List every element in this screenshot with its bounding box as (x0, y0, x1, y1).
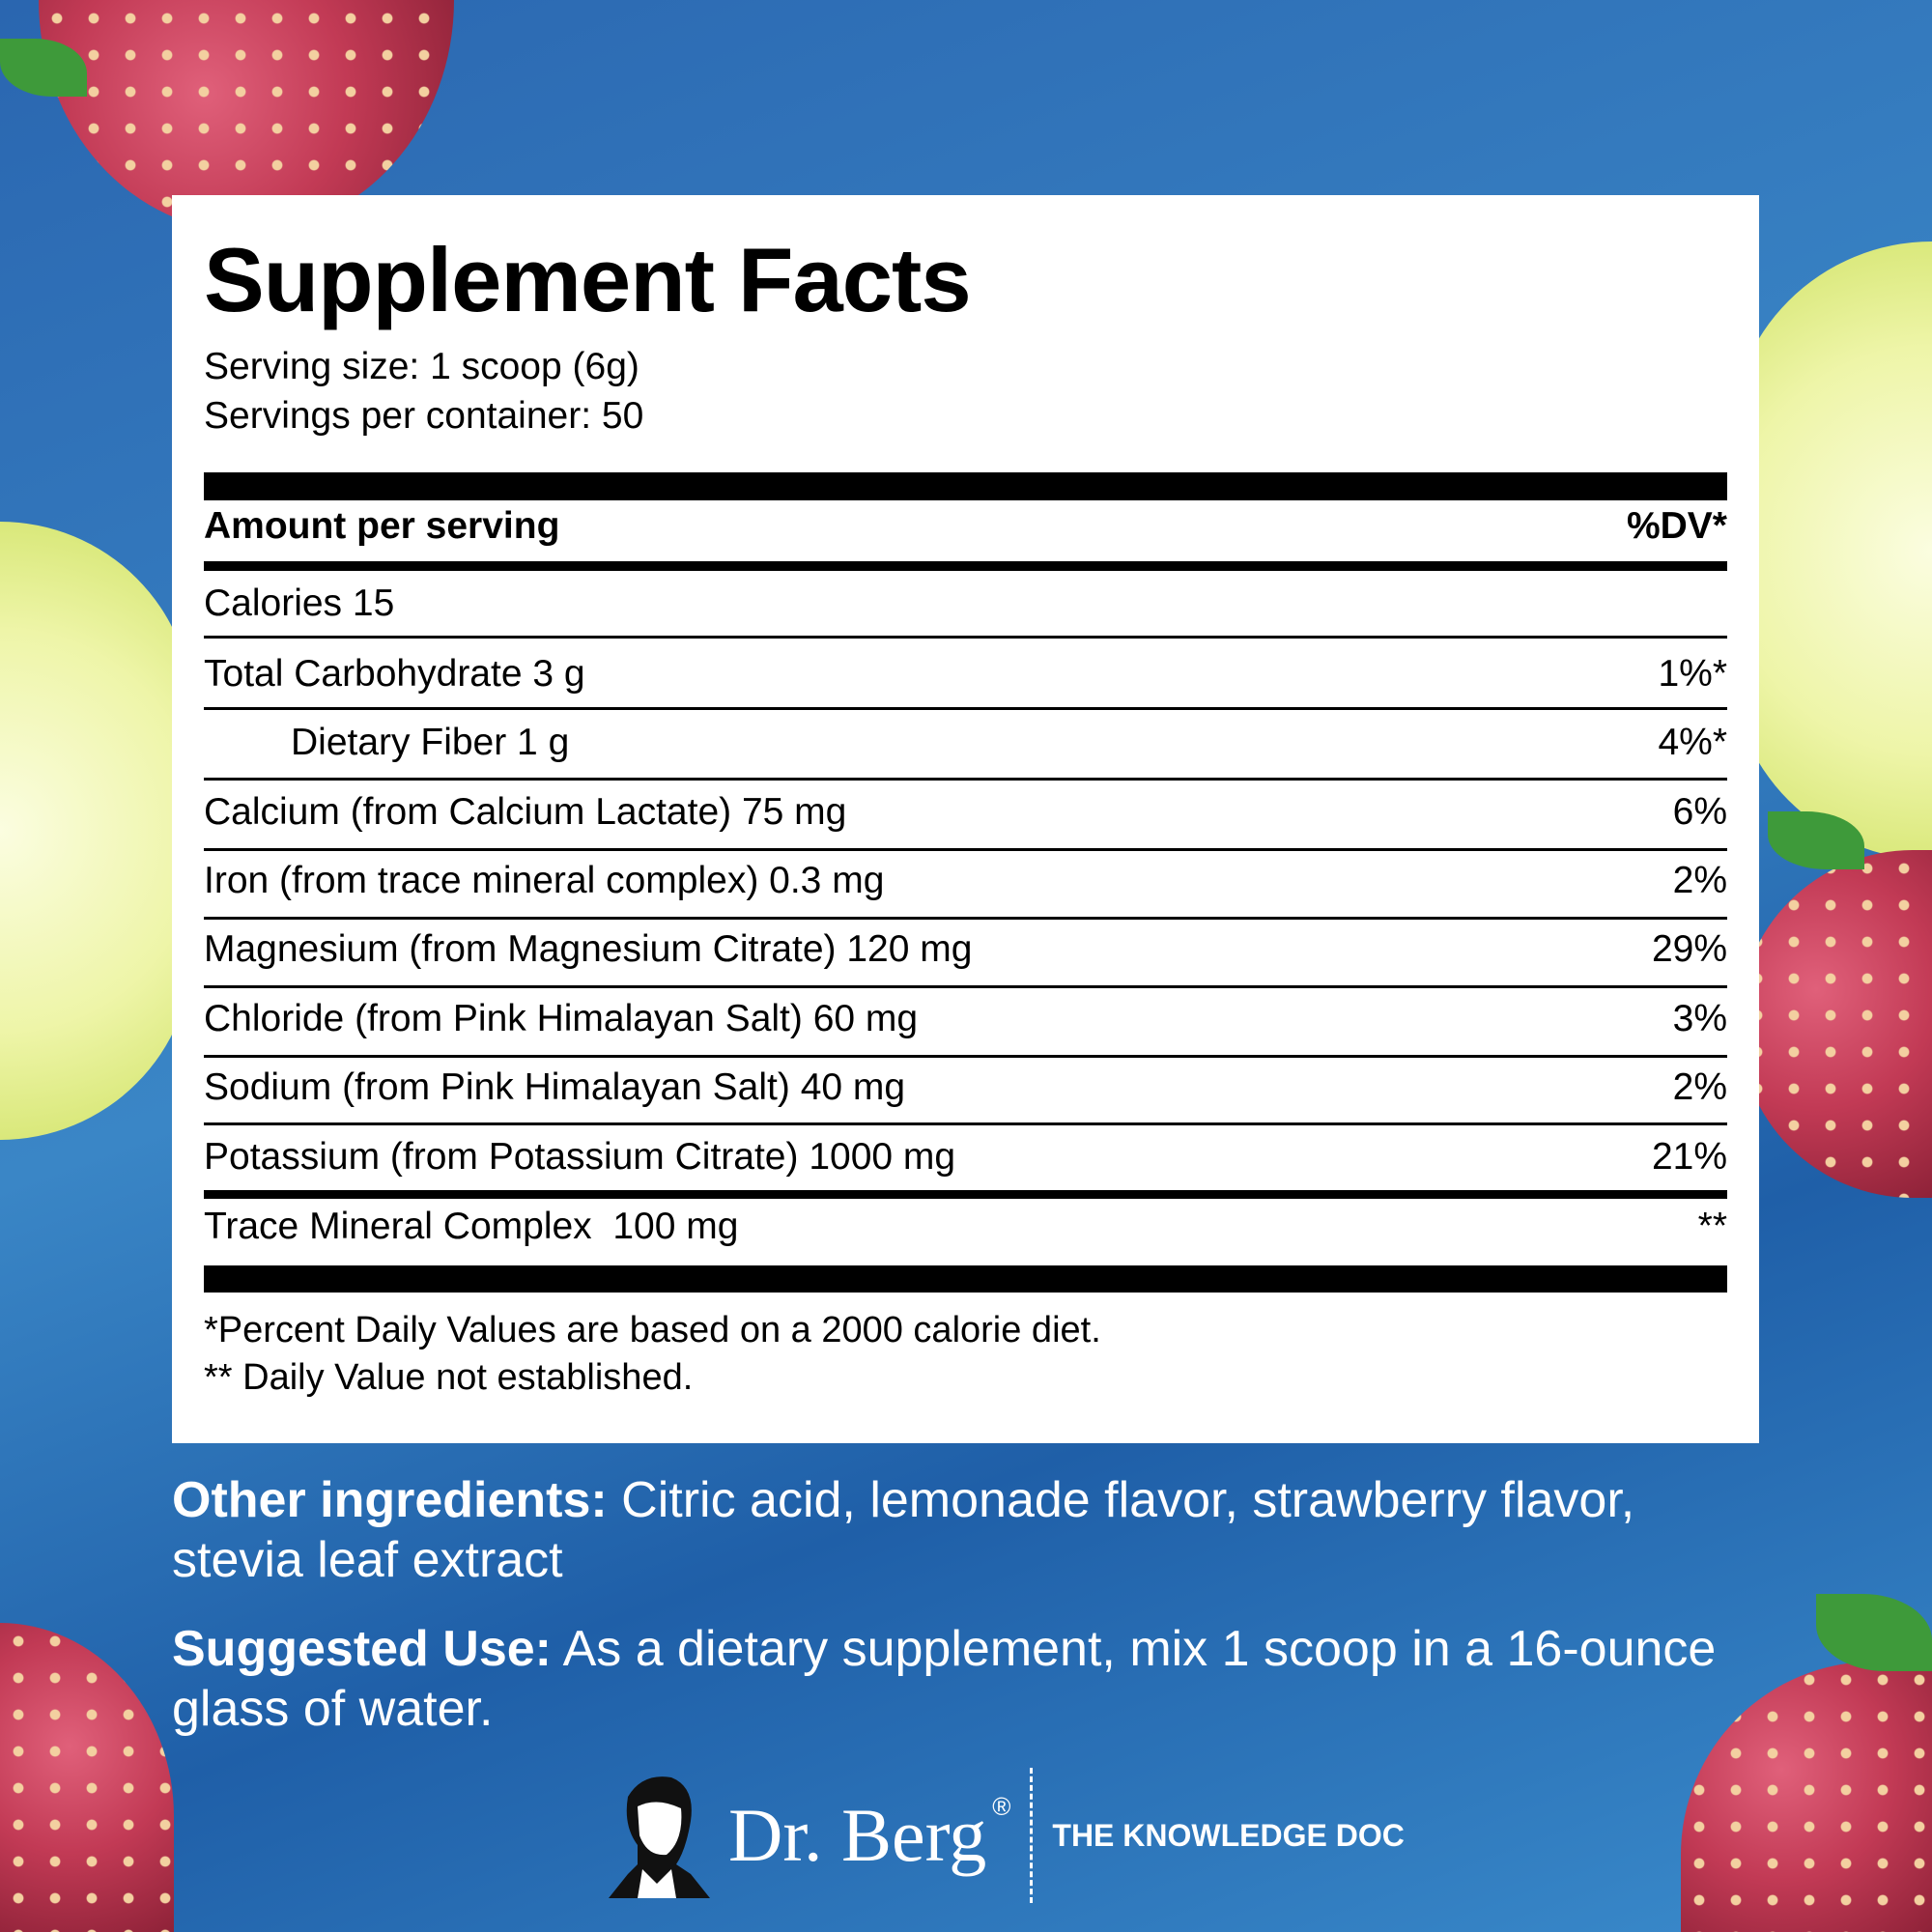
nutrient-label: Iron (from trace mineral complex) 0.3 mg (204, 860, 885, 901)
nutrient-dv: 2% (1672, 1066, 1727, 1108)
strawberry-bottom-left (0, 1623, 174, 1932)
nutrient-row: Magnesium (from Magnesium Citrate) 120 m… (204, 925, 1727, 974)
nutrient-label: Calcium (from Calcium Lactate) 75 mg (204, 791, 847, 833)
nutrient-label: Potassium (from Potassium Citrate) 1000 … (204, 1136, 956, 1178)
nutrient-row: Total Carbohydrate 3 g 1%* (204, 650, 1727, 698)
divider (204, 1190, 1727, 1199)
brand-name: Dr. Berg (728, 1793, 987, 1877)
calories-row: Calories 15 (204, 580, 1727, 628)
brand-wordmark: Dr. Berg ® (728, 1792, 1010, 1879)
page-title: Supplement Facts (204, 229, 972, 330)
divider (204, 636, 1727, 639)
nutrient-dv: 4%* (1658, 722, 1727, 763)
separator (1030, 1768, 1034, 1903)
nutrient-label: Chloride (from Pink Himalayan Salt) 60 m… (204, 998, 919, 1039)
nutrient-row: Iron (from trace mineral complex) 0.3 mg… (204, 857, 1727, 905)
nutrient-dv: 2% (1672, 860, 1727, 901)
divider (204, 561, 1727, 571)
amount-label: Amount per serving (204, 505, 560, 547)
suggested-use-text: As a dietary supplement, mix 1 scoop in … (172, 1621, 1717, 1737)
nutrient-row: Calcium (from Calcium Lactate) 75 mg 6% (204, 788, 1727, 837)
lemon-right (1729, 242, 1932, 860)
supplement-facts-panel (172, 195, 1759, 1443)
registered-mark: ® (992, 1792, 1011, 1821)
strawberry-right (1739, 850, 1932, 1198)
thick-divider (204, 472, 1727, 500)
other-ingredients-text: Citric acid, lemonade flavor, strawberry… (172, 1472, 1635, 1588)
divider (204, 985, 1727, 988)
suggested-use: Suggested Use: As a dietary supplement, … (172, 1619, 1766, 1739)
serving-size: Serving size: 1 scoop (6g) (204, 346, 639, 387)
servings-per-container: Servings per container: 50 (204, 395, 644, 437)
other-ingredients: Other ingredients: Citric acid, lemonade… (172, 1470, 1766, 1590)
divider (204, 778, 1727, 781)
nutrient-dv: 6% (1672, 791, 1727, 833)
trace-row: Trace Mineral Complex 100 mg ** (204, 1203, 1727, 1251)
divider (204, 917, 1727, 920)
nutrient-row: Chloride (from Pink Himalayan Salt) 60 m… (204, 995, 1727, 1043)
other-ingredients-label: Other ingredients: (172, 1472, 608, 1528)
lemon-left (0, 522, 193, 1140)
doctor-portrait-icon (609, 1776, 710, 1898)
nutrient-label: Trace Mineral Complex 100 mg (204, 1206, 739, 1247)
divider (204, 1122, 1727, 1125)
nutrient-dv: ** (1697, 1206, 1727, 1247)
nutrient-label: Dietary Fiber 1 g (291, 722, 570, 763)
brand-tagline: THE KNOWLEDGE DOC (1052, 1817, 1405, 1853)
nutrient-label: Total Carbohydrate 3 g (204, 653, 585, 695)
nutrient-row: Dietary Fiber 1 g 4%* (204, 719, 1727, 767)
footnote: ** Daily Value not established. (204, 1357, 694, 1398)
nutrient-dv: 29% (1651, 928, 1727, 970)
nutrient-row: Potassium (from Potassium Citrate) 1000 … (204, 1133, 1727, 1181)
thick-divider (204, 1265, 1727, 1293)
nutrient-label: Sodium (from Pink Himalayan Salt) 40 mg (204, 1066, 906, 1108)
nutrient-dv: 1%* (1658, 653, 1727, 695)
nutrient-row: Sodium (from Pink Himalayan Salt) 40 mg 2… (204, 1064, 1727, 1112)
nutrient-dv: 3% (1672, 998, 1727, 1039)
dv-label: %DV* (1626, 505, 1727, 547)
leaf-bottom-right (1816, 1594, 1932, 1671)
footnote: *Percent Daily Values are based on a 200… (204, 1310, 1101, 1350)
divider (204, 848, 1727, 851)
suggested-use-label: Suggested Use: (172, 1621, 552, 1677)
brand-logo: Dr. Berg ® THE KNOWLEDGE DOC (599, 1768, 1405, 1903)
nutrient-dv: 21% (1651, 1136, 1727, 1178)
divider (204, 1055, 1727, 1058)
calories-label: Calories 15 (204, 582, 395, 624)
divider (204, 707, 1727, 710)
header-row: Amount per serving %DV* (204, 502, 1727, 551)
nutrient-label: Magnesium (from Magnesium Citrate) 120 m… (204, 928, 973, 970)
